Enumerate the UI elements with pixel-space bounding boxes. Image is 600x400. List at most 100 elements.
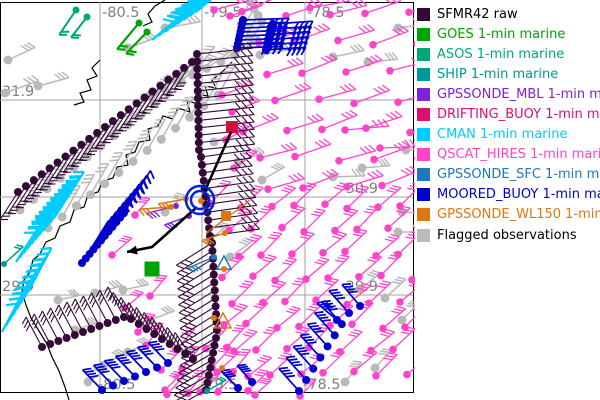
obs-dot[interactable] (194, 123, 203, 132)
wind-barb-shaft (250, 207, 274, 230)
wind-barb-tick (372, 119, 379, 128)
wind-barb-tick (50, 314, 55, 323)
wind-barb-shaft (309, 0, 350, 9)
wind-barb-tick (295, 331, 305, 335)
wind-barb-tick (385, 354, 395, 358)
wind-barb-tick (330, 168, 339, 175)
coastline (142, 0, 166, 27)
connector-arrowhead-icon (127, 245, 138, 255)
wind-barb-tick (409, 139, 415, 148)
obs-dot[interactable] (253, 10, 263, 20)
wind-barb-tick (95, 289, 101, 298)
wind-barb-tick (244, 78, 253, 85)
obs-dot[interactable] (211, 315, 217, 321)
wind-barb-tick (173, 194, 183, 199)
wind-barb-tick (411, 308, 415, 311)
wind-barb-tick (176, 264, 184, 269)
obs-triangle-marker[interactable] (213, 311, 233, 329)
wind-barb-tick (242, 152, 252, 157)
wind-barb-tick (71, 298, 76, 307)
wind-barb-tick (248, 328, 258, 333)
wind-barb-tick (302, 21, 309, 30)
wind-barb-tick (42, 317, 47, 326)
wind-barb-tick (84, 370, 94, 374)
wind-barb-tick (302, 336, 312, 339)
wind-barb-tick (368, 205, 378, 209)
wind-barb-shaft (353, 351, 378, 373)
wind-barb-shaft (103, 360, 125, 382)
wind-barb-tick (295, 347, 305, 350)
wind-barb-tick (364, 300, 374, 304)
wind-barb-tick (103, 286, 109, 295)
wind-barb-shaft (120, 297, 140, 325)
wind-barb-shaft (346, 175, 384, 188)
wind-barb-tick (396, 27, 405, 34)
wind-barb-tick (113, 151, 123, 155)
wind-barb-tick (82, 367, 92, 371)
wind-barb-tick (125, 52, 135, 56)
wind-barb-tick (262, 377, 272, 381)
wind-barb-tick (40, 314, 45, 322)
wind-barb-tick (194, 0, 206, 4)
wind-barb-tick (166, 330, 171, 339)
wind-barb-tick (245, 331, 255, 335)
wind-barb-tick (356, 287, 366, 291)
obs-dot[interactable] (413, 40, 415, 48)
obs-square-marker[interactable] (144, 261, 160, 277)
wind-barb-shaft (149, 310, 175, 321)
wind-barb-tick (315, 113, 324, 121)
wind-barb-shaft (47, 156, 66, 185)
obs-dot[interactable] (219, 365, 225, 371)
wind-barb-tick (286, 374, 296, 378)
wind-barb-shaft (252, 256, 277, 277)
wind-barb-tick (242, 369, 252, 373)
obs-square-marker[interactable] (221, 211, 231, 221)
selected-obs-circle[interactable] (184, 184, 216, 216)
wind-barb-shaft (203, 74, 223, 107)
wind-barb-tick (56, 308, 62, 316)
obs-square-marker[interactable] (226, 121, 238, 133)
wind-barb-tick (224, 66, 234, 70)
wind-barb-tick (292, 42, 299, 51)
wind-barb-tick (173, 335, 178, 344)
wind-barb-shaft (231, 282, 254, 305)
wind-barb-shaft (261, 166, 285, 181)
wind-barb-tick (293, 344, 303, 348)
wind-barb-shaft (197, 69, 254, 77)
wind-barb-tick (178, 304, 187, 309)
wind-barb-shaft (404, 315, 415, 328)
wind-barb-shaft (276, 308, 301, 329)
observation-map[interactable]: -80.5-80.5-79.5-79.5-78.5-78.531.930.929… (0, 0, 415, 400)
wind-barb-tick (273, 164, 283, 170)
wind-barb-tick (350, 1, 359, 9)
obs-dot[interactable] (221, 266, 227, 272)
wind-barb-tick (186, 291, 195, 296)
obs-dot[interactable] (414, 155, 415, 163)
wind-barb-shaft (197, 54, 253, 62)
wind-barb-tick (163, 327, 168, 336)
wind-barb-shaft (58, 304, 76, 336)
obs-dot[interactable] (3, 55, 13, 65)
wind-barb-tick (396, 210, 406, 214)
wind-barb-tick (122, 361, 132, 365)
wind-barb-tick (288, 358, 298, 362)
wind-barb-tick (357, 43, 365, 51)
wind-barb-tick (326, 170, 335, 177)
wind-barb-shaft (247, 357, 273, 377)
wind-barb-shaft (315, 279, 339, 301)
obs-dot[interactable] (198, 198, 204, 204)
wind-barb-shaft (187, 389, 207, 400)
wind-barb-tick (316, 313, 327, 317)
wind-barb-tick (314, 311, 324, 314)
wind-barb-shaft (206, 379, 227, 392)
legend-item-label: GPSSONDE_MBL 1-min marine (437, 86, 600, 102)
wind-barb-tick (238, 241, 248, 246)
wind-barb-tick (314, 261, 324, 266)
wind-barb-shaft (293, 28, 330, 43)
wind-barb-tick (295, 57, 304, 64)
wind-barb-shaft (211, 347, 232, 369)
wind-barb-tick (384, 52, 392, 61)
wind-barb-shaft (25, 316, 43, 348)
wind-barb-tick (168, 13, 181, 20)
wind-barb-tick (171, 196, 181, 201)
